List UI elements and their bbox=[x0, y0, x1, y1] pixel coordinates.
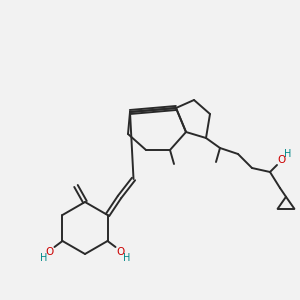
Text: O: O bbox=[45, 247, 54, 257]
Text: O: O bbox=[277, 155, 285, 165]
Text: H: H bbox=[123, 253, 130, 263]
Text: H: H bbox=[40, 253, 47, 263]
Text: O: O bbox=[116, 247, 124, 257]
Text: H: H bbox=[284, 149, 292, 159]
